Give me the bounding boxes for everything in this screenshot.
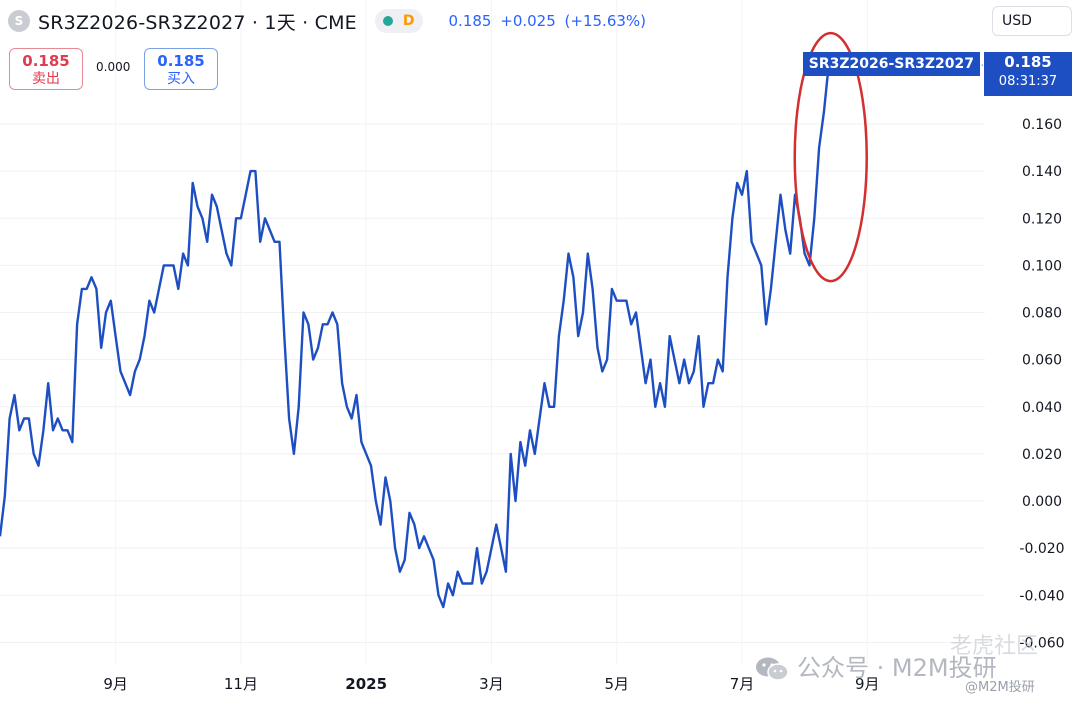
chart-gridlines	[0, 0, 985, 664]
y-tick-label: 0.040	[1022, 400, 1062, 416]
buy-label: 买入	[167, 71, 195, 87]
x-tick-label: 9月	[103, 675, 128, 693]
bar-countdown: 08:31:37	[998, 74, 1058, 89]
y-tick-label: -0.060	[1019, 635, 1064, 651]
y-tick-label: 0.080	[1022, 306, 1062, 322]
market-status-pill[interactable]: D	[374, 9, 423, 33]
bid-ask-spread: 0.000	[96, 60, 131, 74]
x-tick-label: 3月	[479, 675, 504, 693]
watermark-faint: 老虎社区	[950, 634, 1039, 659]
sell-button[interactable]: 0.185 卖出	[9, 48, 83, 90]
x-axis[interactable]: 9月 11月 2025 3月 5月 7月 9月	[103, 675, 879, 693]
price-change: +0.025	[500, 12, 556, 30]
price-label-box: 0.185 08:31:37	[984, 52, 1072, 96]
y-tick-label: -0.040	[1019, 588, 1064, 604]
sell-price: 0.185	[22, 52, 70, 70]
annotation-circle	[793, 31, 868, 283]
x-tick-label: 2025	[345, 675, 387, 693]
last-price: 0.185	[448, 12, 492, 30]
last-price-axis-label: SR3Z2026-SR3Z2027 0.185 08:31:37	[802, 52, 1072, 96]
price-series-line	[0, 64, 830, 609]
buy-button[interactable]: 0.185 买入	[144, 48, 218, 90]
y-tick-label: 0.000	[1022, 494, 1062, 510]
currency-button[interactable]: USD	[992, 6, 1072, 36]
delayed-data-badge: D	[402, 13, 415, 29]
watermark: 公众号 · M2M投研	[755, 648, 997, 683]
x-tick-label: 5月	[604, 675, 629, 693]
price-label-symbol: SR3Z2026-SR3Z2027	[802, 52, 980, 76]
sell-label: 卖出	[32, 71, 60, 87]
watermark-sub: @M2M投研	[965, 680, 1035, 695]
y-tick-label: 0.120	[1022, 211, 1062, 227]
price-change-percent: (+15.63%)	[564, 12, 647, 30]
price-label-price: 0.185	[1004, 53, 1052, 71]
y-tick-label: -0.020	[1019, 541, 1064, 557]
y-tick-label: 0.100	[1022, 258, 1062, 274]
symbol-logo-icon[interactable]: S	[8, 10, 30, 32]
market-open-dot-icon	[382, 16, 393, 26]
wechat-icon	[756, 657, 789, 681]
symbol-title[interactable]: SR3Z2026-SR3Z2027 · 1天 · CME	[38, 11, 357, 34]
x-tick-label: 11月	[224, 675, 258, 693]
buy-price: 0.185	[157, 52, 205, 70]
y-tick-label: 0.020	[1022, 447, 1062, 463]
y-tick-label: 0.140	[1022, 164, 1062, 180]
price-quote: 0.185 +0.025 (+15.63%)	[449, 12, 647, 30]
chart-header: S SR3Z2026-SR3Z2027 · 1天 · CME D 0.185 +…	[0, 0, 985, 42]
x-tick-label: 7月	[730, 675, 755, 693]
x-tick-label: 9月	[855, 675, 880, 693]
y-axis[interactable]: 0.160 0.140 0.120 0.100 0.080 0.060 0.040 0.020…	[1019, 117, 1064, 651]
y-tick-label: 0.160	[1022, 117, 1062, 133]
watermark-text: 公众号 · M2M投研	[797, 654, 997, 682]
y-tick-label: 0.060	[1022, 353, 1062, 369]
